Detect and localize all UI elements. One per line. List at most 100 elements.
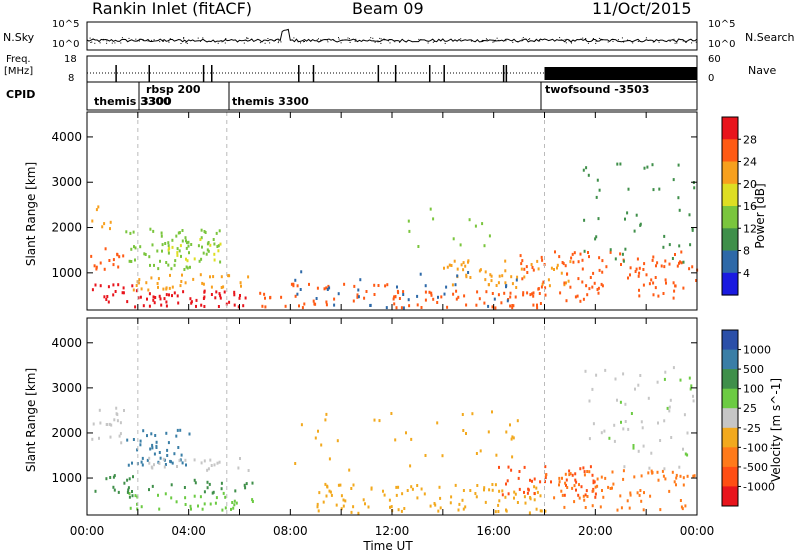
data-cell [122, 286, 125, 290]
data-cell [504, 259, 507, 263]
data-cell [221, 508, 224, 512]
data-cell [523, 275, 526, 279]
noise-point [512, 41, 514, 43]
noise-point [389, 42, 391, 44]
data-cell [204, 231, 207, 234]
colorbar-tick-label: 1000 [743, 344, 771, 357]
data-cell [651, 471, 654, 475]
data-cell [494, 306, 497, 310]
noise-point [362, 39, 364, 41]
data-cell [491, 410, 493, 414]
data-cell [168, 286, 171, 290]
data-cell [619, 400, 622, 404]
data-cell [203, 459, 206, 463]
data-cell [693, 186, 696, 190]
data-cell [200, 303, 203, 307]
data-cell [325, 494, 328, 498]
data-cell [569, 260, 572, 264]
data-cell [184, 236, 187, 240]
data-cell [140, 460, 143, 464]
data-cell [365, 290, 368, 293]
data-cell [148, 255, 151, 259]
data-cell [670, 436, 673, 439]
noise-point [652, 41, 654, 43]
data-cell [394, 438, 397, 442]
data-cell [122, 254, 125, 258]
data-cell [569, 472, 572, 476]
data-cell [593, 480, 596, 484]
y-tick-label: 1000 [51, 266, 82, 280]
data-cell [619, 494, 622, 498]
data-cell [523, 490, 525, 494]
data-cell [180, 453, 183, 457]
data-cell [395, 485, 398, 489]
data-cell [200, 228, 203, 232]
data-cell [461, 498, 464, 502]
noise-point [562, 39, 564, 41]
noise-point [106, 40, 108, 42]
data-cell [107, 285, 110, 289]
data-cell [301, 306, 304, 310]
data-cell [657, 294, 660, 298]
data-cell [154, 296, 157, 299]
data-cell [513, 496, 515, 500]
data-cell [406, 489, 409, 492]
data-cell [483, 301, 486, 305]
noise-point [224, 42, 226, 44]
noise-point [380, 38, 382, 40]
x-tick-label: 04:00 [171, 524, 206, 538]
data-cell [219, 296, 222, 300]
data-cell [498, 274, 501, 278]
data-cell [571, 486, 574, 490]
data-cell [176, 251, 179, 255]
data-cell [151, 443, 154, 447]
data-cell [668, 409, 671, 413]
data-cell [209, 275, 211, 279]
data-cell [393, 302, 396, 306]
data-cell [602, 495, 605, 499]
data-cell [317, 509, 320, 513]
data-cell [662, 292, 665, 295]
noise-point [142, 39, 144, 41]
data-cell [450, 264, 453, 267]
data-cell [661, 469, 664, 473]
data-cell [405, 431, 407, 435]
data-cell [622, 477, 625, 481]
data-cell [243, 483, 246, 487]
data-cell [632, 444, 635, 447]
data-cell [657, 421, 659, 425]
data-cell [541, 282, 544, 286]
data-cell [560, 489, 563, 493]
data-cell [614, 257, 617, 261]
data-cell [189, 265, 191, 269]
data-cell [642, 508, 645, 512]
data-cell [511, 282, 514, 286]
data-cell [550, 480, 552, 484]
data-cell [573, 484, 576, 488]
data-cell [316, 502, 319, 506]
data-cell [170, 496, 173, 500]
noise-point [682, 40, 684, 42]
noise-point [183, 37, 185, 38]
data-cell [222, 491, 225, 495]
data-cell [130, 260, 133, 263]
data-cell [483, 244, 486, 248]
data-cell [117, 265, 120, 269]
noise-point [474, 41, 476, 43]
data-cell [219, 294, 222, 298]
data-cell [601, 270, 604, 274]
data-cell [654, 286, 657, 290]
data-cell [532, 268, 535, 272]
data-cell [454, 483, 457, 487]
noise-point [374, 41, 376, 43]
noise-point [121, 37, 123, 39]
noise-point [349, 41, 351, 43]
data-cell [650, 451, 653, 455]
cpid-label: CPID [6, 88, 36, 101]
data-cell [582, 494, 585, 498]
freq-label-line2: [MHz] [4, 66, 34, 77]
data-cell [586, 293, 589, 297]
data-cell [627, 276, 629, 280]
data-cell [536, 259, 539, 263]
data-cell [452, 237, 455, 241]
